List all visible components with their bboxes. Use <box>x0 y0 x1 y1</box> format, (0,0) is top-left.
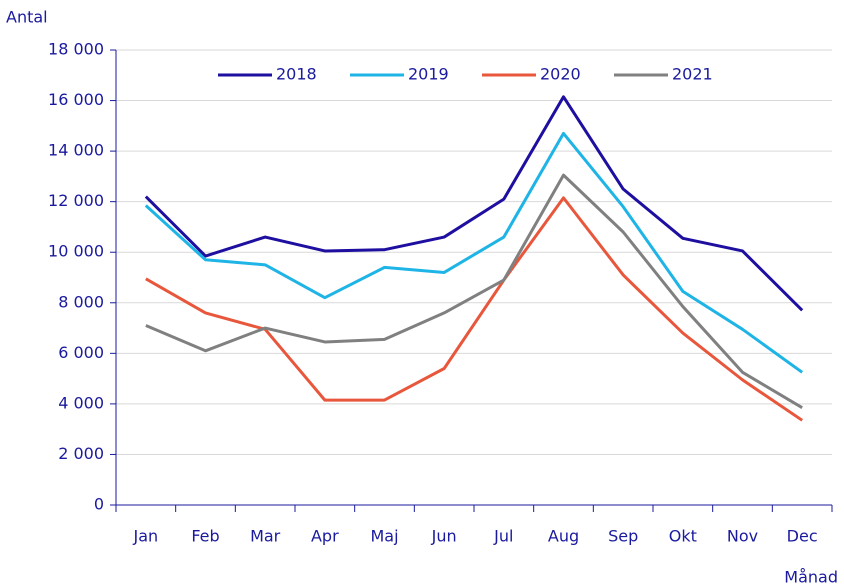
series-line <box>144 95 804 312</box>
y-tick-label: 8 000 <box>58 292 104 311</box>
y-tick-label: 12 000 <box>48 191 104 210</box>
y-tick-label: 6 000 <box>58 343 104 362</box>
x-tick-label: Jul <box>493 527 513 546</box>
series-line <box>144 131 804 374</box>
legend-label: 2018 <box>276 65 317 84</box>
x-tick-label: Maj <box>370 527 398 546</box>
x-tick-label: Aug <box>548 527 579 546</box>
x-axis-label: Månad <box>784 568 838 587</box>
x-tick-label: Nov <box>727 527 758 546</box>
y-tick-label: 14 000 <box>48 141 104 160</box>
legend-label: 2019 <box>408 65 449 84</box>
x-tick-label: Jun <box>431 527 457 546</box>
x-tick-label: Sep <box>608 527 638 546</box>
legend-label: 2021 <box>672 65 713 84</box>
series-line <box>145 173 803 409</box>
y-tick-label: 16 000 <box>48 90 104 109</box>
y-tick-label: 4 000 <box>58 393 104 412</box>
legend-label: 2020 <box>540 65 581 84</box>
x-tick-label: Okt <box>669 527 697 546</box>
y-tick-label: 2 000 <box>58 444 104 463</box>
x-tick-label: Mar <box>250 527 281 546</box>
y-tick-label: 10 000 <box>48 242 104 261</box>
y-tick-label: 0 <box>94 495 104 514</box>
x-tick-label: Dec <box>787 527 818 546</box>
y-tick-label: 18 000 <box>48 40 104 59</box>
series-line <box>145 196 804 422</box>
x-tick-label: Jan <box>132 527 158 546</box>
x-tick-label: Feb <box>191 527 219 546</box>
y-axis-label: Antal <box>6 8 48 27</box>
x-tick-label: Apr <box>311 527 339 546</box>
